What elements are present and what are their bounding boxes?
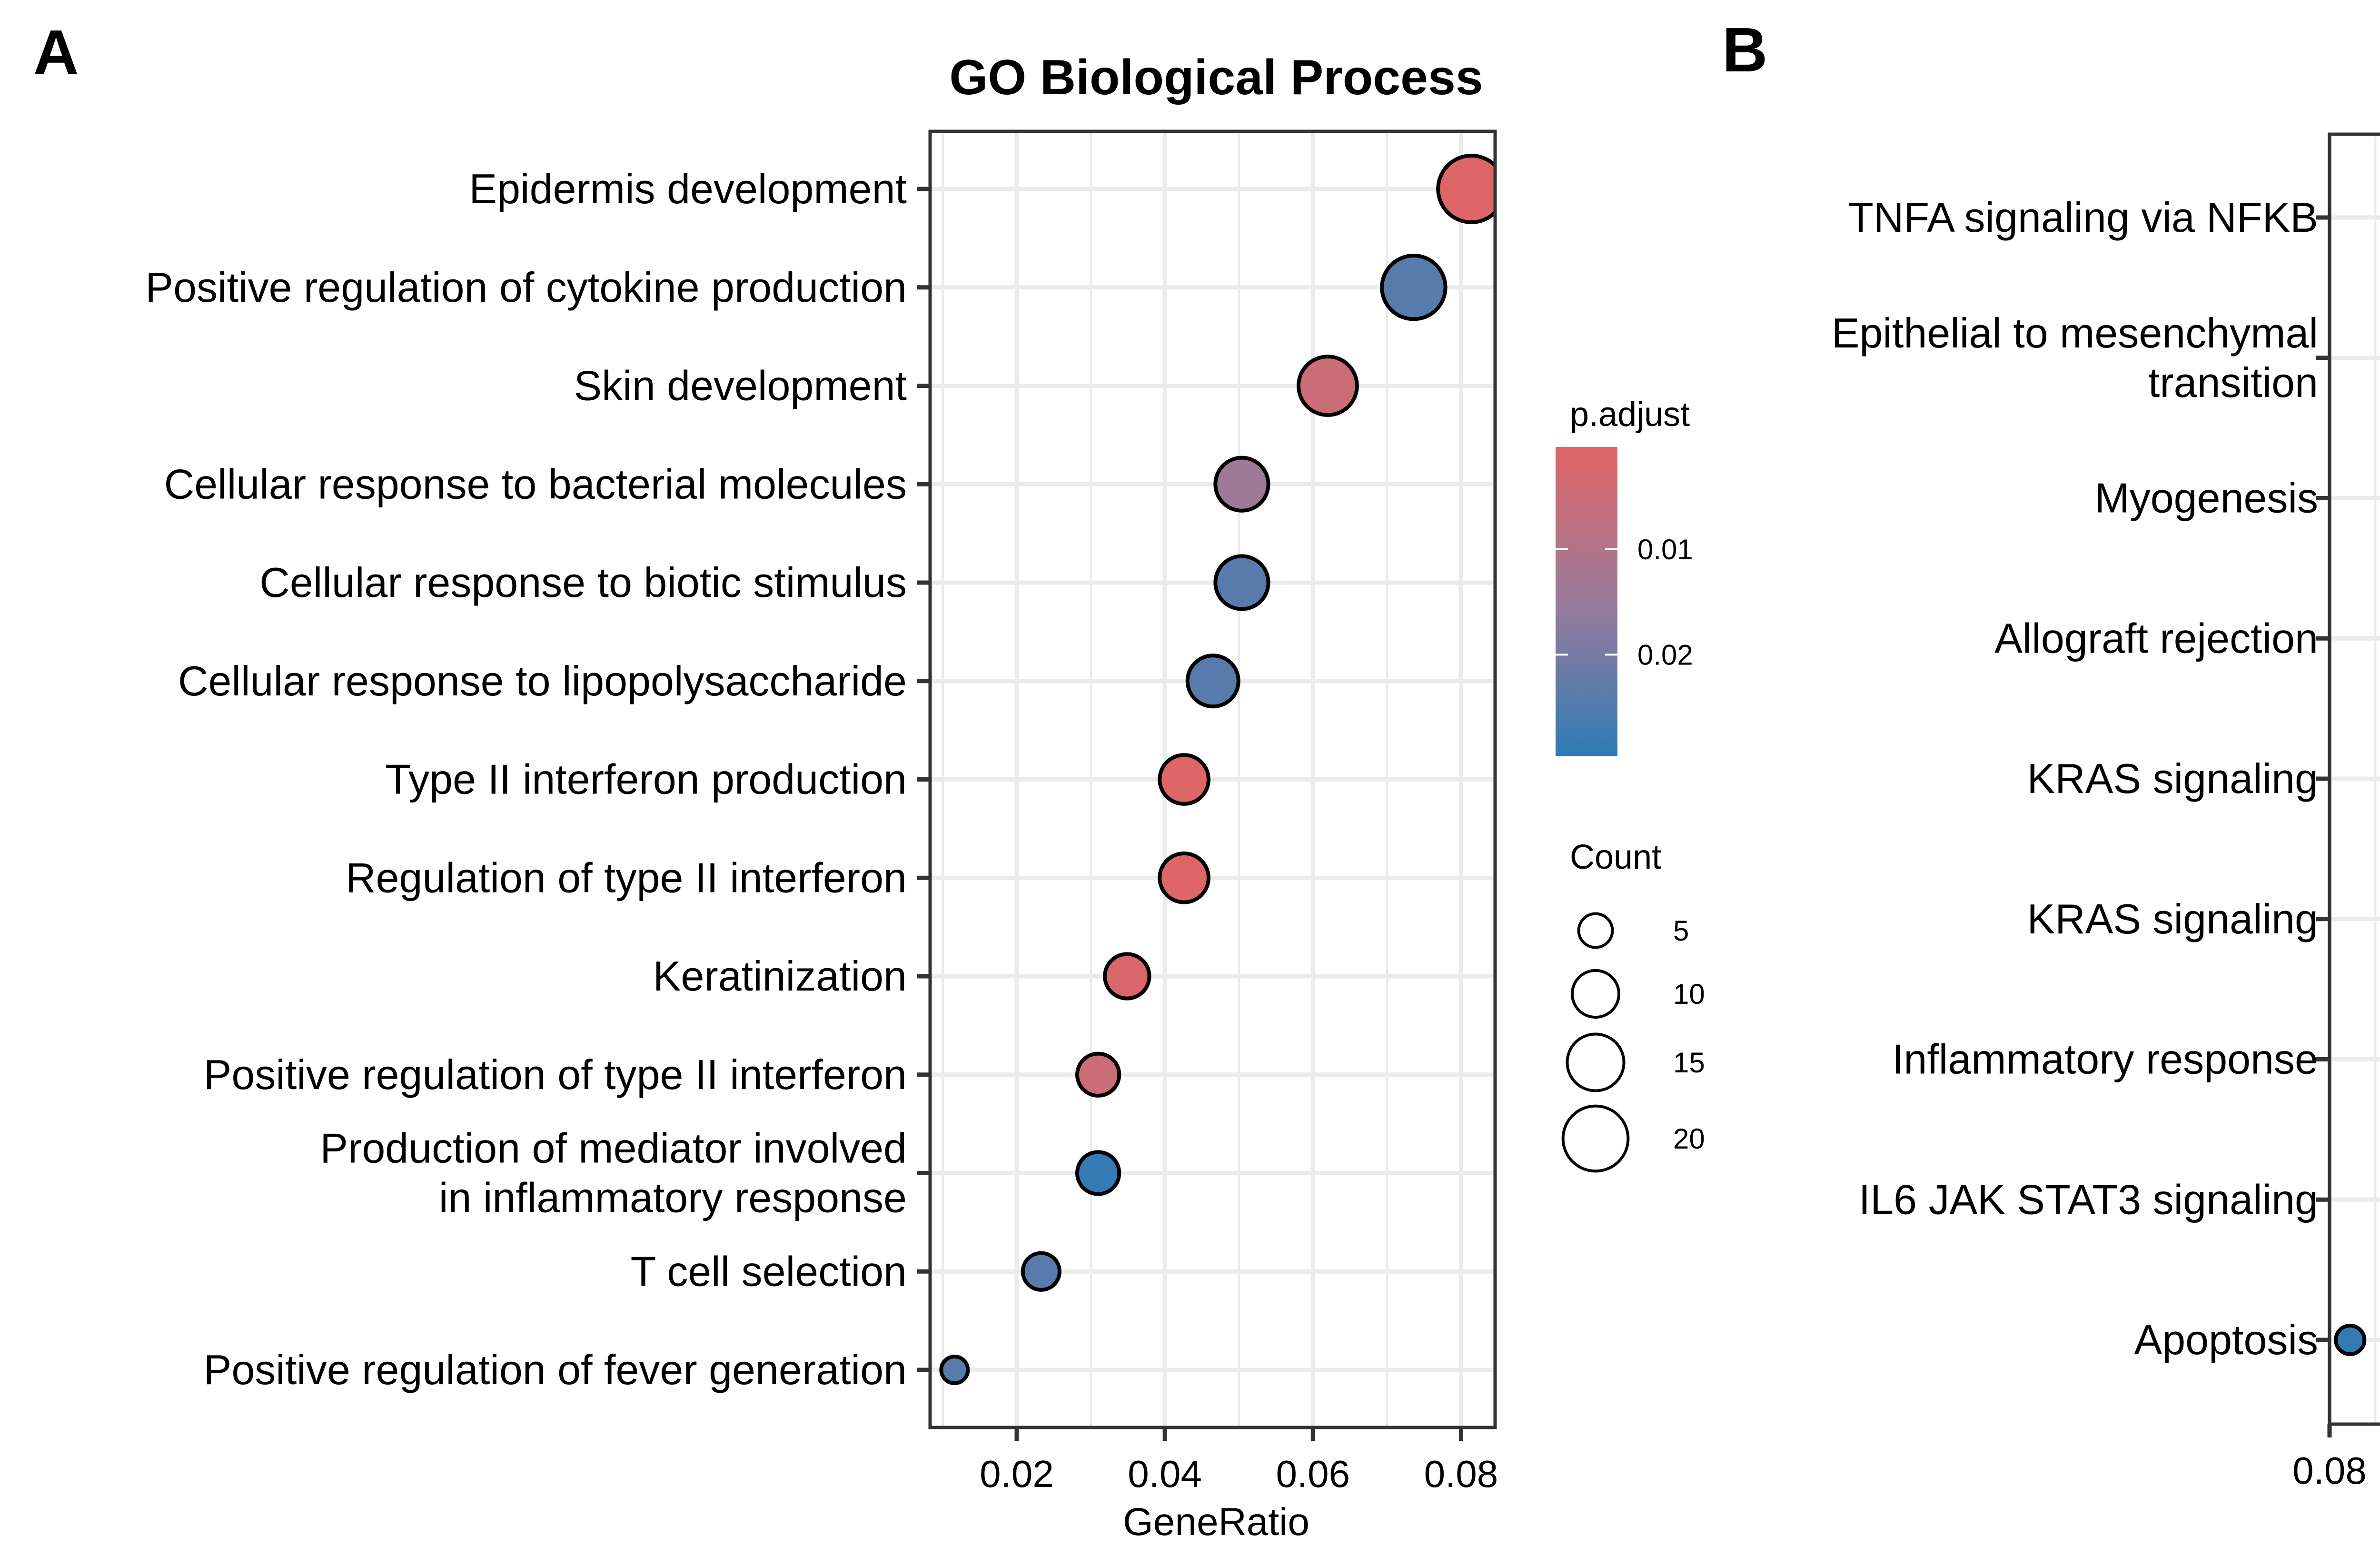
y-tick-label: Epithelial to mesenchymal transition	[1832, 309, 2318, 406]
legend-title-count-a: Count	[1570, 838, 1661, 876]
data-point	[1296, 355, 1359, 417]
x-tick-label: 0.08	[2292, 1449, 2367, 1492]
data-point	[1213, 456, 1270, 513]
data-point	[1075, 1051, 1121, 1098]
plot-title-a: GO Biological Process	[949, 50, 1483, 105]
y-tick-label: KRAS signaling	[2027, 895, 2318, 942]
colorbar-tick-label: 0.01	[1637, 534, 1693, 565]
y-axis-a: Epidermis development Positive regulation…	[145, 165, 930, 1393]
size-legend-key	[1570, 969, 1621, 1019]
y-tick-label: Inflammatory response	[1892, 1036, 2318, 1083]
x-axis-title-a: GeneRatio	[1123, 1500, 1309, 1544]
size-legend-key	[1577, 912, 1614, 949]
data-point	[1075, 1150, 1121, 1196]
y-tick-label: Allograft rejection	[1994, 614, 2318, 662]
y-tick-label: Apoptosis	[2134, 1316, 2318, 1363]
colorbar-a	[1556, 447, 1617, 756]
x-axis-b: 0.080.100.120.140.160.18	[2292, 1424, 2367, 1492]
size-legend-label: 5	[1673, 915, 1689, 947]
y-tick-label: Cellular response to bacterial molecules	[164, 460, 907, 507]
y-tick-label: Keratinization	[653, 952, 907, 1000]
size-legend-label: 15	[1673, 1047, 1705, 1079]
data-point	[1185, 654, 1240, 709]
panel-letter-a: A	[33, 17, 79, 87]
x-axis-a: 0.02 0.04 0.06 0.08	[980, 1427, 1498, 1495]
y-tick-label: Skin development	[574, 362, 907, 409]
y-tick-label: Production of mediator involved in inflam…	[320, 1125, 907, 1221]
x-tick-label: 0.02	[980, 1453, 1054, 1495]
x-tick-label: 0.04	[1128, 1453, 1202, 1495]
y-tick-label: Regulation of type II interferon	[346, 854, 907, 901]
legend-padjust-a: p.adjust 0.01 0.02	[1556, 396, 1693, 756]
data-point	[1436, 154, 1495, 224]
size-legend-key	[1561, 1104, 1630, 1173]
dots-b	[2334, 1324, 2367, 1356]
legend-title-padjust-a: p.adjust	[1570, 396, 1690, 434]
y-tick-label: T cell selection	[631, 1248, 907, 1295]
size-legend-label: 10	[1673, 978, 1705, 1010]
y-tick-label: Type II interferon production	[385, 756, 907, 803]
data-point	[1158, 851, 1210, 904]
data-point	[1380, 254, 1448, 321]
colorbar-tick-label: 0.02	[1637, 639, 1693, 671]
data-point	[1021, 1251, 1061, 1292]
data-point	[1103, 952, 1151, 1001]
y-tick-label: Epidermis development	[469, 165, 907, 212]
x-tick-label: 0.08	[1424, 1453, 1498, 1495]
y-tick-label: Positive regulation of cytokine producti…	[145, 264, 907, 311]
panel-letter-b: B	[1722, 15, 1767, 85]
size-legend-label: 20	[1673, 1123, 1705, 1155]
y-tick-label: Cellular response to biotic stimulus	[259, 559, 907, 606]
y-axis-b: TNFA signaling via NFKB Epithelial to mes…	[1832, 194, 2330, 1363]
y-tick-label: Myogenesis	[2094, 475, 2318, 522]
y-tick-label: Positive regulation of fever generation	[204, 1346, 907, 1393]
data-point	[939, 1355, 970, 1385]
panel-a: A GO Biological Process Epidermis develo…	[33, 17, 1705, 1544]
y-tick-label: Cellular response to lipopolysaccharide	[178, 657, 907, 704]
legend-count-a: Count 5 10 15 20	[1561, 838, 1705, 1173]
y-tick-label: IL6 JAK STAT3 signaling	[1859, 1176, 2318, 1223]
grid-a	[930, 131, 1495, 1427]
panel-b: B MolSig Hallmarks TNFA signaling via NF…	[1722, 15, 2380, 1492]
y-tick-label: TNFA signaling via NFKB	[1848, 194, 2318, 241]
y-tick-label: KRAS signaling	[2027, 755, 2318, 802]
data-point	[1158, 753, 1210, 806]
data-point	[2334, 1324, 2367, 1356]
plot-title-b: MolSig Hallmarks	[2379, 51, 2380, 106]
dots-a	[939, 154, 1495, 1385]
size-legend-key	[1566, 1032, 1626, 1092]
grid-b	[2327, 134, 2380, 1424]
data-point	[1213, 554, 1270, 611]
x-tick-label: 0.06	[1276, 1453, 1350, 1495]
y-tick-label: Positive regulation of type II interfero…	[204, 1051, 907, 1098]
